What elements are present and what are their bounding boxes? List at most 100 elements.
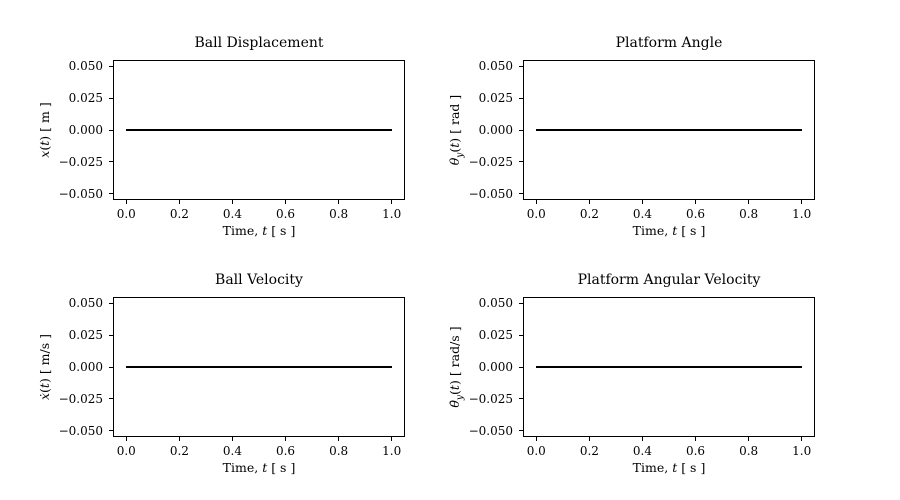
y-tick	[109, 366, 113, 368]
y-axis-label-paren-open: (	[37, 145, 52, 151]
y-tick-label: 0.000	[478, 360, 513, 374]
x-tick-label: 1.0	[792, 444, 812, 458]
x-axis-label: Time, t [ s ]	[113, 223, 405, 239]
x-tick-label: 0.6	[685, 444, 706, 458]
x-axis-label-prefix: Time,	[632, 460, 673, 475]
x-axis-label-unit: [ s ]	[267, 223, 296, 238]
axes-box	[523, 60, 815, 200]
chart-platform-angle: Platform Angle 0.050 0.025 0.000 −0.025 −0.05…	[447, 35, 815, 238]
x-tick	[748, 437, 750, 441]
y-axis-label: θy(t) [ rad ]	[445, 60, 466, 200]
x-tick-label: 0.4	[222, 207, 242, 221]
y-tick-label: −0.050	[58, 423, 103, 438]
y-axis-label-unit: [ m/s ]	[37, 333, 52, 379]
x-axis-label-prefix: Time,	[222, 460, 263, 475]
x-tick	[641, 200, 643, 204]
y-axis-label-unit: [ rad ]	[447, 94, 462, 138]
x-axis-label-var: t	[262, 460, 268, 475]
x-tick	[641, 437, 643, 441]
x-tick-label: 0.4	[632, 207, 652, 221]
chart-platform-angular-velocity: Platform Angular Velocity 0.050 0.025 0.000…	[447, 272, 815, 475]
x-tick	[801, 200, 803, 204]
x-axis-label-unit: [ s ]	[267, 460, 296, 475]
x-tick	[338, 200, 340, 204]
y-tick	[109, 129, 113, 131]
y-axis-label-var: θ	[447, 157, 462, 166]
axes-box	[113, 60, 405, 200]
y-tick-label: 0.025	[68, 91, 103, 106]
x-tick-label: 0.2	[169, 444, 189, 458]
y-tick-label: −0.050	[58, 186, 103, 201]
x-tick	[748, 200, 750, 204]
x-tick-label: 1.0	[792, 207, 812, 221]
x-tick	[285, 200, 287, 204]
chart-title: Ball Velocity	[215, 272, 303, 288]
x-tick-label: 0.6	[275, 444, 296, 458]
x-axis-label-prefix: Time,	[632, 223, 673, 238]
x-tick-label: 0.6	[275, 207, 296, 221]
x-tick	[125, 200, 127, 204]
x-axis-label-var: t	[672, 223, 678, 238]
data-line	[536, 129, 802, 131]
x-tick	[178, 437, 180, 441]
axes-box	[113, 297, 405, 437]
x-tick-label: 0.8	[329, 207, 349, 221]
x-tick-label: 1.0	[382, 207, 402, 221]
y-axis-label-paren-open: (	[447, 390, 462, 395]
y-tick-label: 0.050	[68, 296, 103, 311]
y-axis-label-paren-open: (	[37, 388, 52, 393]
y-tick	[519, 161, 523, 163]
x-axis-label: Time, t [ s ]	[523, 223, 815, 239]
y-tick	[109, 97, 113, 99]
y-tick-label: −0.025	[58, 391, 103, 406]
x-tick-label: 0.8	[329, 444, 349, 458]
chart-title: Platform Angle	[615, 35, 723, 51]
x-tick-label: 0.2	[579, 444, 599, 458]
x-tick	[695, 437, 697, 441]
x-tick-label: 0.6	[685, 207, 706, 221]
y-tick	[519, 65, 523, 67]
y-tick-label: 0.025	[478, 91, 513, 106]
y-tick	[109, 302, 113, 304]
y-tick	[109, 398, 113, 400]
x-tick	[535, 200, 537, 204]
chart-title: Ball Displacement	[194, 35, 324, 51]
y-tick	[519, 334, 523, 336]
x-tick	[338, 437, 340, 441]
y-axis-label-subscript: y	[455, 152, 466, 158]
x-tick	[588, 200, 590, 204]
y-axis-label-paren-close: )	[447, 137, 462, 143]
y-tick-label: 0.050	[478, 59, 513, 74]
x-tick-label: 0.0	[116, 444, 136, 458]
x-tick-label: 0.2	[579, 207, 599, 221]
y-axis-label-arg: t	[37, 140, 52, 146]
x-axis-label-unit: [ s ]	[677, 223, 706, 238]
y-tick-label: −0.050	[468, 186, 513, 201]
x-tick-label: 0.0	[526, 207, 546, 221]
x-tick-label: 1.0	[382, 444, 402, 458]
x-tick-label: 0.8	[739, 444, 759, 458]
y-tick-label: 0.050	[68, 59, 103, 74]
data-line	[126, 366, 392, 368]
y-tick	[519, 129, 523, 131]
x-tick-label: 0.8	[739, 207, 759, 221]
chart-ball-velocity: Ball Velocity 0.050 0.025 0.000 −0.025 −0.050…	[37, 272, 405, 475]
y-tick-label: −0.025	[58, 154, 103, 169]
y-tick	[519, 97, 523, 99]
chart-ball-displacement: Ball Displacement 0.050 0.025 0.000 −0.025 −0…	[37, 35, 405, 238]
y-tick	[109, 430, 113, 432]
x-tick	[535, 437, 537, 441]
y-tick-label: 0.000	[68, 360, 103, 374]
x-axis-label-var: t	[672, 460, 678, 475]
y-axis-label-var: θ̇	[447, 400, 462, 408]
x-tick	[125, 437, 127, 441]
x-axis-label-unit: [ s ]	[677, 460, 706, 475]
x-axis-label-prefix: Time,	[222, 223, 263, 238]
x-tick-label: 0.2	[169, 207, 189, 221]
y-tick	[109, 334, 113, 336]
x-tick	[801, 437, 803, 441]
y-tick-label: 0.025	[68, 328, 103, 343]
x-tick	[231, 437, 233, 441]
y-axis-label-var: ẋ	[37, 392, 52, 401]
y-axis-label-arg: t	[447, 142, 462, 148]
